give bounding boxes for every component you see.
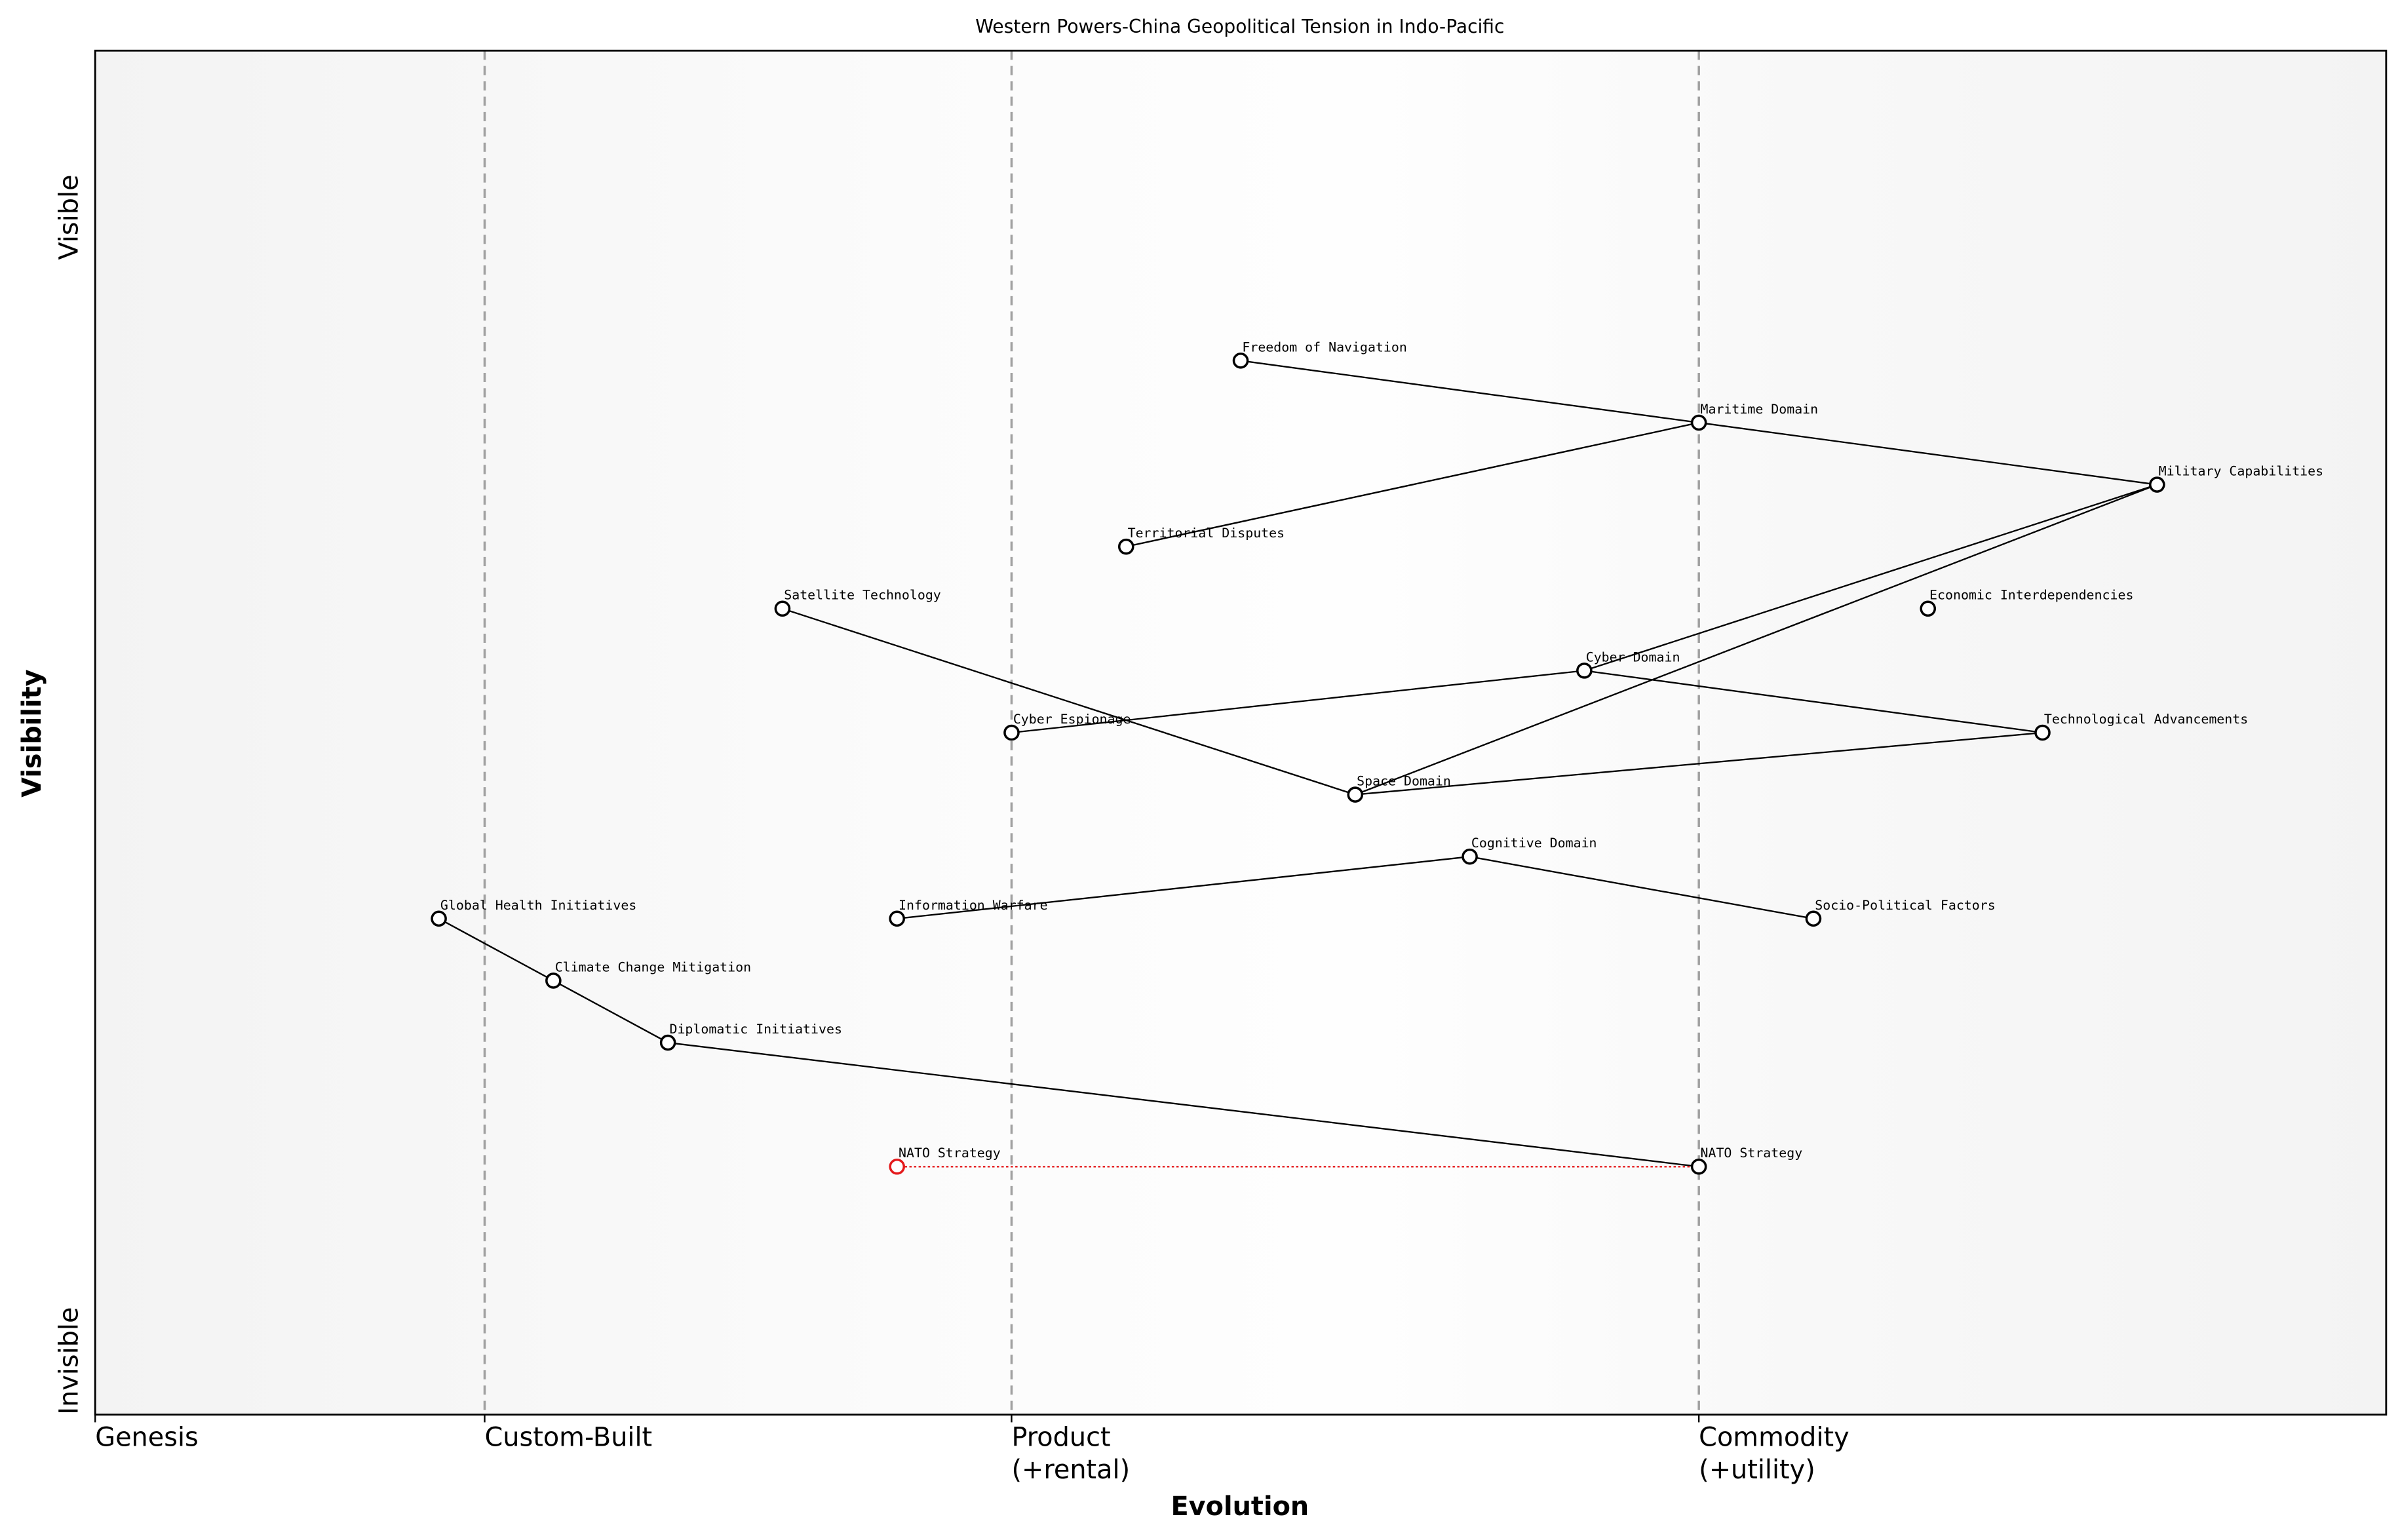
node — [1117, 538, 1134, 555]
node — [659, 1034, 676, 1051]
x-tick-label: Custom-Built — [484, 1423, 652, 1453]
x-tick-label: Genesis — [95, 1423, 199, 1453]
link — [668, 1041, 1699, 1168]
y-tick-label: Invisible — [54, 1307, 84, 1415]
node — [1576, 663, 1593, 679]
node-label: Maritime Domain — [1701, 402, 1819, 417]
node — [2034, 724, 2051, 741]
node — [774, 600, 791, 617]
link — [1699, 421, 2158, 486]
node — [1347, 786, 1364, 803]
node-label: Socio-Political Factors — [1815, 898, 1995, 913]
node-label: Freedom of Navigation — [1242, 339, 1406, 355]
link — [1011, 670, 1585, 734]
node-label: Satellite Technology — [784, 588, 941, 603]
x-tick-label: (+utility) — [1699, 1455, 1815, 1485]
node-label: Global Health Initiatives — [440, 898, 636, 913]
node-label: Space Domain — [1357, 774, 1451, 789]
node — [431, 910, 447, 927]
plot-background — [95, 50, 2386, 1415]
node-label: Technological Advancements — [2044, 712, 2248, 727]
links-layer — [438, 360, 2158, 1168]
node-label: Cyber Espionage — [1013, 712, 1131, 727]
node — [2148, 476, 2165, 493]
link — [1584, 484, 2158, 672]
node-label: Economic Interdependencies — [1929, 588, 2133, 603]
nodes-layer: NATO Strategy Freedom of Navigation Mariti… — [431, 339, 2323, 1175]
plot-frame — [94, 49, 2388, 1416]
link — [782, 607, 1356, 796]
node — [545, 972, 562, 989]
node — [1003, 724, 1020, 741]
link — [1240, 360, 1699, 424]
node-label: Information Warfare — [899, 898, 1048, 913]
node-label: Cognitive Domain — [1471, 836, 1597, 851]
node-label: Climate Change Mitigation — [555, 959, 751, 974]
node-label: Military Capabilities — [2159, 463, 2323, 478]
x-tick-label: Commodity — [1699, 1423, 1849, 1453]
link — [1469, 856, 1814, 919]
link — [1355, 484, 2158, 796]
x-tick-label: Product — [1011, 1423, 1110, 1453]
node — [1232, 353, 1249, 369]
node-label: Territorial Disputes — [1128, 526, 1285, 541]
node — [1461, 848, 1478, 865]
link — [438, 917, 554, 982]
chart-title: Western Powers-China Geopolitical Tensio… — [975, 16, 1504, 37]
link — [1355, 731, 2043, 796]
node — [1690, 414, 1707, 431]
x-tick-label: (+rental) — [1011, 1455, 1130, 1485]
node-label: NATO Strategy — [1701, 1145, 1803, 1161]
link — [552, 980, 668, 1044]
link — [1584, 670, 2043, 734]
node — [1805, 910, 1822, 927]
node-label: Cyber Domain — [1586, 649, 1680, 664]
x-axis-title: Evolution — [1171, 1492, 1309, 1522]
evolve-node — [889, 1158, 905, 1175]
evolve-label: NATO Strategy — [899, 1145, 1001, 1161]
y-axis-title: Visibility — [17, 669, 47, 798]
link — [1126, 421, 1699, 548]
link — [897, 856, 1470, 919]
node — [1920, 600, 1937, 617]
node — [1690, 1158, 1707, 1175]
node-label: Diplomatic Initiatives — [669, 1022, 842, 1037]
node — [889, 910, 905, 927]
y-tick-label: Visible — [54, 174, 84, 260]
